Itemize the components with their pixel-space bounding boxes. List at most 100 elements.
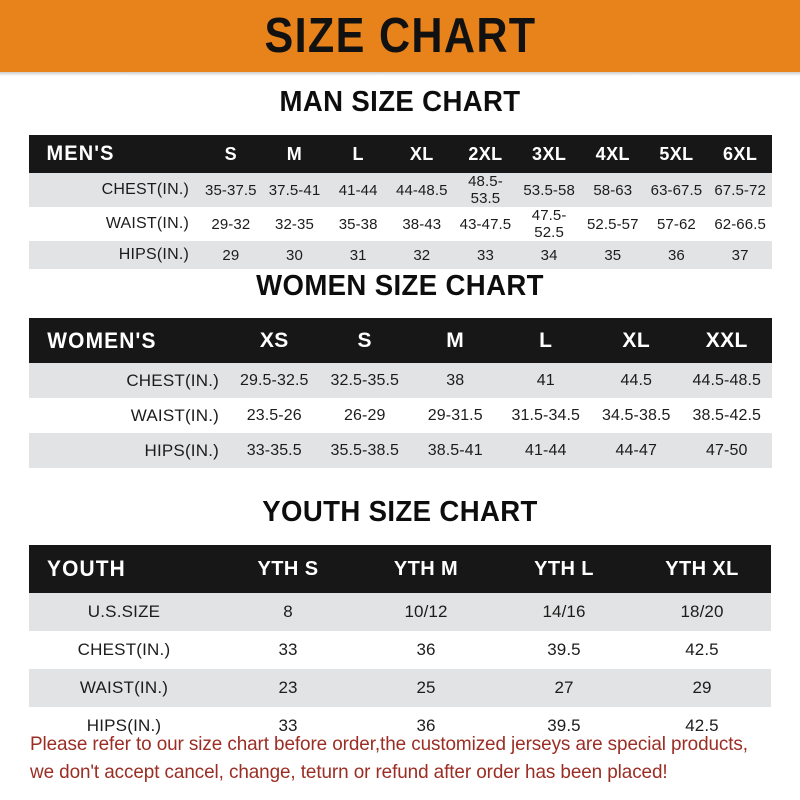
youth-measurement-value: 42.5 xyxy=(685,640,719,659)
man-measurement-value: 43-47.5 xyxy=(459,215,512,233)
man-measurement-value: 37.5-41 xyxy=(268,181,321,199)
youth-row-header-label: YOUTH xyxy=(47,556,126,581)
man-size-column-header: 6XL xyxy=(723,143,758,164)
man-size-column-header: M xyxy=(286,143,303,164)
order-notice-line-1: Please refer to our size chart before or… xyxy=(30,733,748,755)
women-measurement-value: 44.5-48.5 xyxy=(692,371,761,389)
youth-measurement-label: CHEST(IN.) xyxy=(77,640,171,659)
women-measurement-value: 44-47 xyxy=(615,441,657,459)
youth-measurement-value: 18/20 xyxy=(680,602,724,621)
women-size-column-header: XXL xyxy=(705,328,748,352)
man-measurement-value: 48.5-53.5 xyxy=(468,173,503,207)
women-measurement-label: CHEST(IN.) xyxy=(126,370,219,390)
table-row: CHEST(IN.) 35-37.5 37.5-41 41-44 44-48.5 48.5… xyxy=(29,173,772,207)
man-measurement-label: WAIST(IN.) xyxy=(105,215,189,232)
man-measurement-value: 58-63 xyxy=(593,181,633,199)
man-row-header-label: MEN'S xyxy=(46,142,115,165)
man-size-column-header: L xyxy=(352,143,364,164)
youth-measurement-value: 36 xyxy=(416,716,436,735)
man-size-column-header: S xyxy=(224,143,238,164)
youth-measurement-label: HIPS(IN.) xyxy=(86,716,162,735)
youth-measurement-value: 14/16 xyxy=(542,602,586,621)
women-measurement-value: 41-44 xyxy=(525,441,567,459)
women-measurement-value: 35.5-38.5 xyxy=(330,441,399,459)
youth-size-table: YOUTH YTH S YTH M YTH L YTH XL U.S.SIZE 8 10/12… xyxy=(29,545,771,745)
order-notice-line-2: we don't accept cancel, change, teturn o… xyxy=(30,761,668,783)
man-measurement-value: 52.5-57 xyxy=(586,215,639,233)
women-measurement-value: 34.5-38.5 xyxy=(601,406,671,424)
youth-measurement-value: 27 xyxy=(554,678,574,697)
women-measurement-value: 33-35.5 xyxy=(246,441,302,459)
table-row: U.S.SIZE 8 10/12 14/16 18/20 xyxy=(29,593,771,631)
youth-size-column-header: YTH L xyxy=(534,557,594,580)
women-measurement-value: 41 xyxy=(536,371,555,389)
man-measurement-value: 34 xyxy=(540,246,558,264)
women-size-column-header: L xyxy=(539,328,553,352)
youth-measurement-value: 42.5 xyxy=(685,716,719,735)
youth-size-column-header: YTH XL xyxy=(665,557,739,580)
women-measurement-value: 47-50 xyxy=(706,441,748,459)
youth-size-column-header: YTH S xyxy=(257,557,319,580)
women-measurement-value: 38.5-41 xyxy=(427,441,483,459)
women-measurement-value: 29-31.5 xyxy=(427,406,483,424)
man-measurement-value: 32-35 xyxy=(275,215,314,233)
man-measurement-label: HIPS(IN.) xyxy=(118,246,189,263)
man-measurement-value: 37 xyxy=(731,246,749,264)
youth-measurement-value: 36 xyxy=(416,640,436,659)
table-row: CHEST(IN.) 29.5-32.5 32.5-35.5 38 41 44.5 44.5… xyxy=(29,363,772,398)
man-measurement-value: 53.5-58 xyxy=(523,181,575,199)
man-section-title: MAN SIZE CHART xyxy=(279,86,521,118)
women-measurement-value: 31.5-34.5 xyxy=(511,406,580,424)
youth-measurement-value: 33 xyxy=(278,640,298,659)
youth-measurement-label: WAIST(IN.) xyxy=(79,678,169,697)
man-measurement-value: 35 xyxy=(604,246,622,264)
man-measurement-value: 35-38 xyxy=(338,215,378,233)
table-row: WAIST(IN.) 23.5-26 26-29 29-31.5 31.5-34.5 34… xyxy=(29,398,772,433)
youth-measurement-value: 33 xyxy=(278,716,298,735)
banner-shadow xyxy=(0,72,800,76)
man-measurement-value: 67.5-72 xyxy=(714,181,766,199)
man-measurement-value: 29 xyxy=(222,246,240,264)
man-measurement-value: 31 xyxy=(349,246,367,264)
man-size-table: MEN'S S M L XL 2XL 3XL 4XL 5XL 6XL CHEST(IN.) 35-37… xyxy=(29,135,772,269)
page-title: SIZE CHART xyxy=(264,8,536,63)
women-size-column-header: XS xyxy=(259,328,289,352)
man-measurement-value: 30 xyxy=(286,246,303,264)
youth-measurement-value: 39.5 xyxy=(547,640,581,659)
women-measurement-label: HIPS(IN.) xyxy=(144,440,219,460)
youth-size-column-header: YTH M xyxy=(393,557,459,580)
man-measurement-value: 29-32 xyxy=(211,215,251,233)
women-size-table: WOMEN'S XS S M L XL XXL CHEST(IN.) 29.5-32.5 32.5… xyxy=(29,318,772,468)
women-measurement-value: 38 xyxy=(446,371,465,389)
table-row: WAIST(IN.) 29-32 32-35 35-38 38-43 43-47.5 47.… xyxy=(29,207,772,241)
women-measurement-value: 29.5-32.5 xyxy=(239,371,309,389)
women-section-title: WOMEN SIZE CHART xyxy=(256,270,544,302)
man-size-column-header: 4XL xyxy=(595,143,630,164)
man-size-column-header: 3XL xyxy=(532,143,567,164)
women-size-column-header: M xyxy=(446,328,465,352)
order-notice: Please refer to our size chart before or… xyxy=(30,730,756,786)
man-measurement-value: 41-44 xyxy=(338,181,378,199)
women-size-column-header: XL xyxy=(622,328,651,352)
women-size-column-header: S xyxy=(357,328,372,352)
table-row: WAIST(IN.) 23 25 27 29 xyxy=(29,669,771,707)
women-measurement-value: 44.5 xyxy=(620,371,653,389)
man-measurement-value: 57-62 xyxy=(656,215,696,233)
youth-section-title: YOUTH SIZE CHART xyxy=(262,496,538,528)
table-row: HIPS(IN.) 33 36 39.5 42.5 xyxy=(29,707,771,745)
youth-measurement-value: 39.5 xyxy=(547,716,581,735)
youth-measurement-value: 29 xyxy=(692,678,712,697)
youth-measurement-value: 10/12 xyxy=(404,602,448,621)
women-measurement-value: 23.5-26 xyxy=(246,406,302,424)
table-row: HIPS(IN.) 29 30 31 32 33 34 35 36 37 xyxy=(29,241,772,269)
man-measurement-label: CHEST(IN.) xyxy=(101,181,189,198)
women-measurement-label: WAIST(IN.) xyxy=(130,405,219,425)
man-size-column-header: 5XL xyxy=(659,143,694,164)
table-row: HIPS(IN.) 33-35.5 35.5-38.5 38.5-41 41-44 44-… xyxy=(29,433,772,468)
page-banner: SIZE CHART xyxy=(0,0,800,72)
women-row-header-label: WOMEN'S xyxy=(47,327,157,353)
table-row: CHEST(IN.) 33 36 39.5 42.5 xyxy=(29,631,771,669)
women-measurement-value: 32.5-35.5 xyxy=(330,371,399,389)
man-measurement-value: 32 xyxy=(413,246,431,264)
youth-measurement-value: 25 xyxy=(416,678,436,697)
